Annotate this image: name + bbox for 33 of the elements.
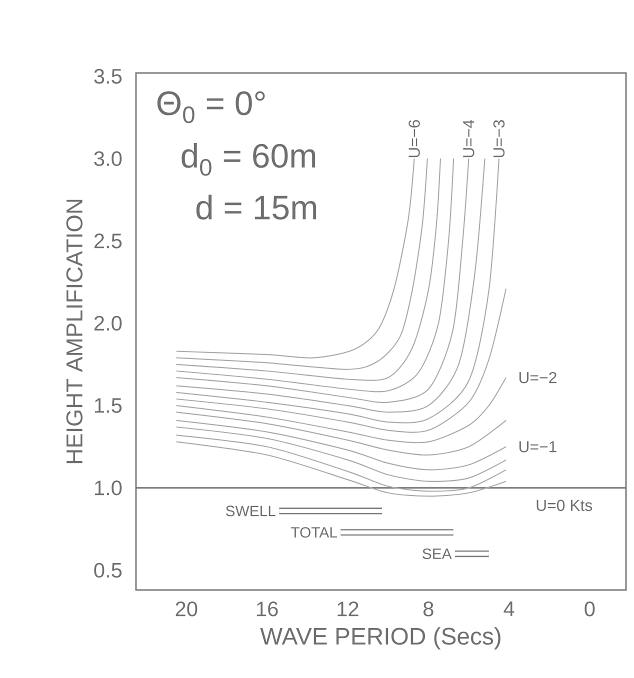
line-series xyxy=(176,412,507,456)
x-tick-label: 20 xyxy=(176,602,198,616)
y-tick-label: 0.5 xyxy=(94,562,122,578)
y-tick-label: 2.5 xyxy=(94,234,122,248)
line-series xyxy=(176,420,507,470)
annotation: U=0 Kts xyxy=(536,500,592,512)
annotation: d = 15m xyxy=(196,194,316,220)
line-series xyxy=(176,441,507,497)
series-label: TOTAL xyxy=(291,527,337,538)
line-series xyxy=(176,434,507,492)
y-tick-label: 1.0 xyxy=(94,480,122,496)
annotation: U=−3 xyxy=(493,120,505,158)
x-tick-label: 4 xyxy=(504,602,514,616)
y-axis-title: HEIGHT AMPLIFICATION xyxy=(66,200,83,464)
annotation: U=−4 xyxy=(463,120,474,158)
series-label: SEA xyxy=(422,548,452,560)
y-tick-label: 3.5 xyxy=(94,68,122,84)
x-tick-label: 0 xyxy=(584,602,595,616)
annotation: Θ$_{0}$ = 0° xyxy=(157,91,265,124)
x-tick-label: 8 xyxy=(423,602,434,616)
line-series xyxy=(176,377,507,444)
annotation: U=−1 xyxy=(519,441,556,452)
annotation: U=−6 xyxy=(408,120,420,158)
x-tick-label: 16 xyxy=(257,602,278,616)
annotation: d$_{0}$ = 60m xyxy=(182,142,316,176)
x-axis-title: WAVE PERIOD (Secs) xyxy=(260,627,500,650)
x-tick-label: 12 xyxy=(338,602,358,616)
annotation: U=−2 xyxy=(519,372,556,384)
y-tick-label: 2.0 xyxy=(94,316,122,331)
y-tick-label: 3.0 xyxy=(94,151,122,166)
line-series xyxy=(176,426,507,482)
series-label: SWELL xyxy=(226,506,276,516)
y-tick-label: 1.5 xyxy=(94,398,122,413)
